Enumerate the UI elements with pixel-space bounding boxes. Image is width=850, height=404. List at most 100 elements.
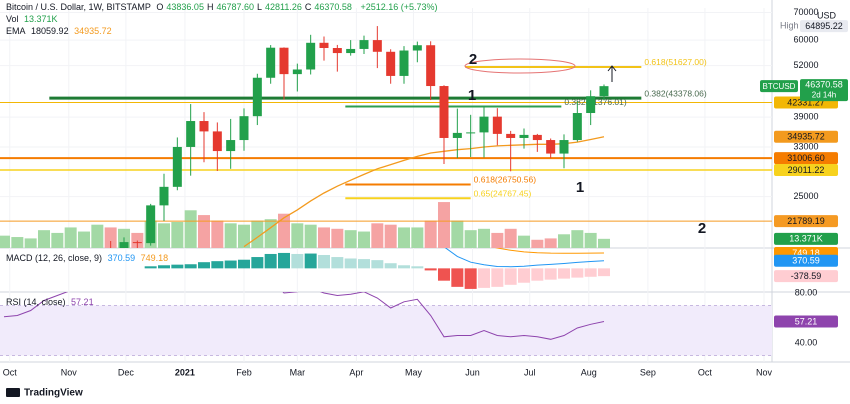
vol-value: 13.371K bbox=[24, 14, 58, 24]
legend-rsi: RSI (14, close) 57.21 bbox=[6, 297, 97, 307]
volume-bar bbox=[438, 202, 450, 248]
price-tag-label: 57.21 bbox=[795, 316, 818, 326]
rsi-title: RSI (14, close) bbox=[6, 297, 66, 307]
annotation: 2 bbox=[469, 51, 477, 68]
candle-body bbox=[412, 45, 422, 51]
rsi-tick-label: 40.00 bbox=[795, 337, 818, 347]
macd-hist-bar bbox=[571, 268, 584, 278]
price-tag-bg bbox=[774, 254, 838, 267]
candle-body bbox=[386, 51, 396, 76]
candle-body bbox=[572, 113, 582, 141]
legend-volume: Vol 13.371K bbox=[6, 14, 61, 24]
macd-hist-bar bbox=[584, 268, 597, 277]
candle-body bbox=[492, 116, 502, 134]
candle-body bbox=[452, 132, 462, 138]
price-tag-bg bbox=[774, 270, 838, 283]
candle-body bbox=[226, 140, 236, 152]
macd-hist-bar bbox=[264, 253, 277, 269]
rsi-tick-label: 80.00 bbox=[795, 287, 818, 297]
candle-body bbox=[586, 96, 596, 114]
volume-bar bbox=[158, 223, 170, 248]
volume-bar bbox=[224, 223, 237, 248]
candle-body bbox=[332, 48, 342, 54]
macd-hist-bar bbox=[278, 252, 290, 269]
macd-hist-bar bbox=[424, 268, 437, 271]
candle-body bbox=[199, 121, 209, 132]
price-tag-label: 29011.22 bbox=[788, 165, 825, 175]
rsi-line bbox=[3, 292, 605, 340]
candle-body bbox=[466, 132, 476, 134]
candle-body bbox=[252, 77, 262, 117]
candle-body bbox=[266, 47, 276, 78]
macd-hist-bar bbox=[224, 260, 237, 269]
macd-value: 370.59 bbox=[107, 253, 136, 263]
volume-bar bbox=[318, 227, 330, 248]
candle-body bbox=[212, 131, 222, 152]
annotation: 1 bbox=[468, 87, 476, 104]
candle-body bbox=[292, 69, 302, 75]
macd-hist-bar bbox=[478, 268, 490, 288]
candle-body bbox=[532, 134, 542, 141]
x-tick-label: Apr bbox=[349, 367, 363, 377]
fib-label: 0.382(41376.01) bbox=[564, 97, 627, 107]
price-pane: 0.382(43378.06) 0.382(41376.01) 0.618(5162… bbox=[0, 26, 772, 248]
last-price-label: 46370.58 bbox=[805, 80, 843, 90]
volume-bar bbox=[51, 232, 64, 248]
volume-bar bbox=[64, 227, 77, 248]
y-tick-label: 33000 bbox=[793, 141, 818, 151]
volume-bar bbox=[238, 224, 250, 248]
volume-bar bbox=[478, 228, 490, 248]
macd-line bbox=[444, 248, 605, 268]
volume-bar bbox=[104, 227, 117, 248]
volume-bar bbox=[38, 230, 50, 248]
candle-body bbox=[172, 146, 182, 187]
macd-hist-bar bbox=[491, 268, 504, 287]
y-tick-label: 52000 bbox=[793, 60, 818, 70]
candle-body bbox=[546, 140, 556, 154]
volume-bar bbox=[331, 228, 344, 248]
last-price-bg bbox=[800, 79, 848, 102]
ema-label: EMA bbox=[6, 26, 26, 36]
symbol-tag: BTCUSD bbox=[763, 82, 796, 91]
volume-bar bbox=[304, 224, 317, 248]
x-tick-label: Oct bbox=[3, 367, 18, 377]
x-tick-label: Feb bbox=[236, 367, 252, 377]
volume-bar bbox=[211, 220, 224, 248]
macd-hist-bar bbox=[198, 262, 210, 269]
candle-body bbox=[319, 42, 329, 49]
fib-label: 0.618(51627.00) bbox=[644, 57, 707, 67]
ema-line bbox=[243, 136, 605, 248]
candle-body bbox=[479, 116, 489, 133]
ohlc-key: C bbox=[304, 2, 312, 12]
volume-bar bbox=[264, 219, 277, 248]
x-tick-label: 2021 bbox=[175, 367, 195, 377]
macd-hist-bar bbox=[398, 265, 410, 269]
volume-bar bbox=[584, 232, 597, 248]
candle-body bbox=[239, 116, 249, 141]
macd-hist-bar bbox=[144, 266, 157, 269]
volume-bar bbox=[198, 215, 210, 248]
candle-body bbox=[506, 133, 516, 138]
brand-logo bbox=[6, 388, 20, 397]
price-tag-label: 64895.22 bbox=[805, 21, 843, 31]
vol-label: Vol bbox=[6, 14, 19, 24]
price-tag-bg bbox=[774, 130, 838, 143]
macd-hist-bar bbox=[518, 268, 530, 283]
rsi-value: 57.21 bbox=[71, 297, 94, 307]
symbol-tag-bg bbox=[760, 80, 798, 93]
currency-label: USD bbox=[817, 10, 837, 20]
volume-bar bbox=[91, 224, 104, 248]
volume-bar bbox=[278, 213, 290, 248]
ema-value: 34935.72 bbox=[74, 26, 112, 36]
candle-body bbox=[279, 47, 289, 75]
price-tag-label: 31006.60 bbox=[787, 153, 825, 163]
y-tick-label: 39000 bbox=[793, 111, 818, 121]
candle-body bbox=[119, 242, 129, 248]
signal-line bbox=[494, 248, 605, 254]
legend-ema: EMA 18059.92 34935.72 bbox=[6, 26, 115, 36]
price-tag-label: 749.18 bbox=[792, 248, 820, 258]
x-tick-label: Aug bbox=[581, 367, 597, 377]
ohlc-value: 46787.60 bbox=[216, 2, 254, 12]
